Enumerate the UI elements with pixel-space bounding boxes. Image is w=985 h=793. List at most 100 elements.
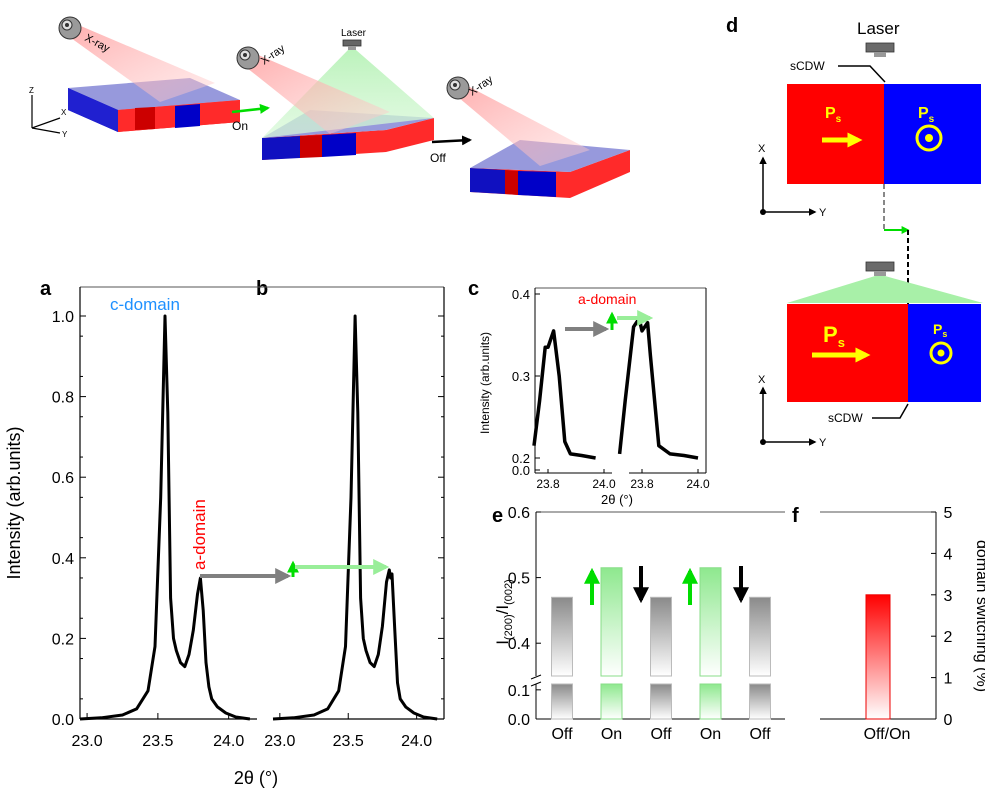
a-ytick-label: 0.0: [52, 712, 74, 729]
f-ytick-label: 2: [944, 629, 953, 646]
c-xlabel: 2θ (°): [601, 492, 633, 507]
f-ytick-label: 0: [944, 712, 953, 729]
f-ylabel: domain switching (%): [973, 540, 985, 692]
e-ylabel: I(200)/I(002): [493, 579, 515, 645]
ab-xlabel: 2θ (°): [234, 768, 278, 788]
d-axis-x-top: X: [758, 143, 766, 155]
a-cdomain-label: c-domain: [110, 295, 180, 314]
c-curve-on: [617, 316, 699, 460]
xray-beam-1: [64, 24, 215, 102]
e-ytick-label: 0.5: [508, 571, 530, 588]
e-xtick-label: Off: [749, 726, 771, 743]
f-ytick-label: 4: [944, 546, 953, 563]
f-bars: [865, 594, 891, 720]
e-ytick-label: 0.4: [508, 636, 530, 653]
panel-label-e: e: [492, 505, 503, 527]
c-curve-off: [532, 329, 596, 460]
on-label: On: [232, 119, 248, 133]
d-laser-label: Laser: [857, 19, 900, 38]
c-xtick-label-right: 23.8: [630, 477, 654, 491]
d-ps-label-bottom-left: Ps: [823, 322, 845, 350]
d-laser-beam: [787, 276, 983, 303]
d-out-of-plane-symbol-bottom: [929, 341, 953, 365]
schematic-axes: Z X Y: [29, 86, 68, 139]
d-scdw-label-top: sCDW: [790, 59, 825, 73]
c-x-ticks: 23.8 24.0 23.8 24.0: [536, 469, 710, 491]
e-xtick-label: On: [700, 726, 721, 743]
d-ps-label-top-left: Ps: [825, 105, 842, 125]
xray-source-1: [58, 16, 82, 40]
d-axes-bottom: X Y: [758, 374, 827, 449]
d-laser-source-bottom: [865, 261, 895, 276]
e-bar-lower: [551, 683, 573, 720]
e-switch-arrows: [584, 566, 749, 605]
b-xtick-label: 23.0: [264, 733, 295, 750]
e-ytick-label: 0.0: [508, 712, 530, 729]
e-x-ticks: Off On Off On Off: [551, 726, 771, 743]
d-ps-label-bottom-right: Ps: [933, 321, 947, 339]
a-xtick-label: 23.5: [142, 733, 173, 750]
a-adomain-label: a-domain: [190, 499, 209, 570]
axis-label-y: Y: [62, 130, 68, 139]
e-bar-lower: [600, 683, 623, 720]
panel-label-b: b: [256, 278, 268, 300]
c-ytick-label: 0.0: [512, 463, 530, 478]
on-arrow: [231, 103, 270, 114]
d-axis-y-bottom: Y: [819, 437, 827, 449]
c-ytick-label: 0.4: [512, 287, 530, 302]
axis-label-z: Z: [29, 86, 34, 95]
a-y-ticks: 0.0 0.2 0.4 0.6 0.8 1.0: [52, 309, 444, 729]
e-bar-upper: [600, 567, 623, 677]
panel-label-c: c: [468, 278, 479, 300]
d-axis-x-bottom: X: [758, 374, 766, 386]
c-adomain-label: a-domain: [578, 291, 636, 307]
b-xrd-curve: [272, 314, 438, 721]
a-ytick-label: 0.2: [52, 631, 74, 648]
e-bar-upper: [749, 596, 771, 677]
b-xtick-label: 24.0: [401, 733, 432, 750]
e-xtick-label: Off: [551, 726, 573, 743]
c-xtick-label-right: 24.0: [686, 477, 710, 491]
laser-label-1: Laser: [341, 28, 367, 39]
a-ytick-label: 1.0: [52, 309, 74, 326]
xray-source-3: [446, 76, 470, 100]
f-ytick-label: 1: [944, 671, 953, 688]
e-xtick-label: Off: [650, 726, 672, 743]
f-xtick-label: Off/On: [864, 726, 911, 743]
e-bar-lower: [749, 683, 771, 720]
panel-label-f: f: [792, 505, 799, 527]
e-bar-upper: [551, 596, 573, 677]
f-ytick-label: 3: [944, 588, 953, 605]
e-bar-lower: [650, 683, 672, 720]
d-scdw-label-bottom: sCDW: [828, 411, 863, 425]
f-y-ticks: 0 1 2 3 4 5: [931, 505, 953, 729]
d-scdw-leader-top: [838, 65, 886, 83]
a-xrd-curve: [79, 314, 251, 721]
d-axes-top: X Y: [758, 143, 827, 219]
xray-beam-3: [452, 84, 590, 166]
e-bar-upper: [650, 596, 672, 677]
d-laser-source-top: [865, 42, 895, 57]
panel-label-d: d: [726, 15, 738, 37]
e-y-ticks: 0.0 0.1 0.4 0.5 0.6: [508, 505, 541, 729]
a-ytick-label: 0.8: [52, 390, 74, 407]
axis-label-x: X: [61, 108, 67, 117]
d-scdw-leader-bottom: [872, 403, 909, 419]
f-ytick-label: 5: [944, 505, 953, 522]
d-out-of-plane-symbol-top: [915, 124, 943, 152]
e-xtick-label: On: [601, 726, 622, 743]
a-ytick-label: 0.4: [52, 551, 74, 568]
xray-source-2: [236, 46, 260, 70]
a-xtick-label: 24.0: [213, 733, 244, 750]
e-axis-break: [530, 674, 542, 687]
laser-source-1: [342, 39, 362, 50]
ab-x-ticks: 23.0 23.5 24.0 23.0 23.5 24.0: [72, 713, 432, 750]
c-y-ticks: 0.00.2 0.3 0.4: [512, 287, 540, 478]
c-ylabel: Intensity (arb.units): [478, 332, 492, 434]
f-bar: [865, 594, 891, 720]
a-ytick-label: 0.6: [52, 470, 74, 487]
e-bar-upper: [699, 567, 722, 677]
d-ps-label-top-right: Ps: [918, 105, 935, 125]
b-xtick-label: 23.5: [333, 733, 364, 750]
